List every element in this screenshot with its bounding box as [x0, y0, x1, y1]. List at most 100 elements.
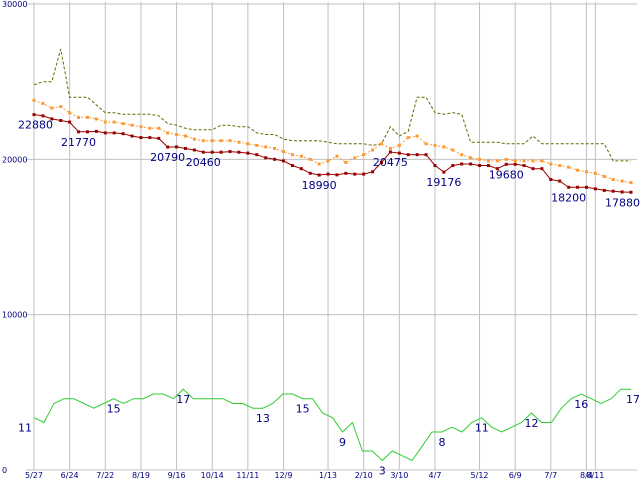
- close-point: [629, 190, 633, 194]
- close-point: [460, 162, 464, 166]
- x-tick-label: 6/9: [509, 471, 522, 480]
- average-point: [228, 139, 232, 143]
- data-label: 21770: [61, 136, 96, 149]
- average-point: [504, 157, 508, 161]
- average-point: [77, 115, 81, 119]
- data-label: 17: [626, 393, 640, 406]
- close-point: [371, 170, 375, 174]
- close-point: [335, 173, 339, 177]
- close-point: [388, 150, 392, 154]
- close-point: [121, 132, 125, 136]
- average-point: [192, 137, 196, 141]
- average-point: [362, 153, 366, 157]
- close-point: [228, 150, 232, 154]
- close-point: [183, 146, 187, 150]
- average-point: [406, 136, 410, 140]
- average-point: [121, 122, 125, 126]
- average-point: [584, 170, 588, 174]
- average-point: [317, 162, 321, 166]
- average-point: [255, 143, 259, 147]
- close-point: [451, 164, 455, 168]
- data-label: 11: [475, 422, 489, 435]
- close-point: [611, 189, 615, 193]
- average-point: [219, 139, 223, 143]
- average-point: [148, 126, 152, 130]
- close-point: [486, 164, 490, 168]
- average-line: [33, 99, 632, 184]
- close-point: [469, 162, 473, 166]
- average-point: [335, 154, 339, 158]
- average-point: [273, 146, 277, 150]
- y-tick-label: 30000: [2, 0, 27, 9]
- close-point: [290, 164, 294, 168]
- average-point: [68, 111, 72, 115]
- close-point: [380, 160, 384, 164]
- average-point: [353, 156, 357, 160]
- average-point: [344, 160, 348, 164]
- average-point: [558, 164, 562, 168]
- close-point: [32, 113, 36, 117]
- close-point: [237, 150, 241, 154]
- data-label: 18990: [302, 179, 337, 192]
- series-secondary: [33, 388, 631, 462]
- average-point: [299, 154, 303, 158]
- average-point: [237, 140, 241, 144]
- close-point: [531, 167, 535, 171]
- average-point: [424, 142, 428, 146]
- average-point: [264, 145, 268, 149]
- series-upper: [33, 48, 631, 162]
- x-tick-label: 2/10: [355, 471, 373, 480]
- close-point: [166, 145, 170, 149]
- average-point: [50, 106, 54, 110]
- x-tick-label: 7/7: [544, 471, 557, 480]
- close-point: [103, 131, 107, 135]
- average-point: [549, 162, 553, 166]
- average-point: [371, 148, 375, 152]
- average-point: [486, 159, 490, 163]
- data-label: 3: [379, 464, 386, 477]
- close-point: [620, 190, 624, 194]
- close-point: [201, 150, 205, 154]
- y-tick-label: 10000: [2, 311, 27, 320]
- average-point: [326, 159, 330, 163]
- average-point: [460, 153, 464, 157]
- data-label: 20460: [186, 156, 221, 169]
- x-tick-label: 9/16: [168, 471, 186, 480]
- average-point: [59, 105, 63, 109]
- x-tick-label: 1/13: [319, 471, 337, 480]
- close-point: [219, 150, 223, 154]
- grid: [26, 2, 637, 471]
- upper-line: [33, 48, 631, 162]
- x-tick-label: 7/22: [96, 471, 114, 480]
- x-tick-label: 4/7: [429, 471, 442, 480]
- close-point: [442, 170, 446, 174]
- average-point: [103, 120, 107, 124]
- average-point: [397, 143, 401, 147]
- close-point: [112, 131, 116, 135]
- x-tick-label: 11/11: [236, 471, 259, 480]
- average-point: [629, 181, 633, 185]
- close-point: [326, 172, 330, 176]
- close-point: [139, 136, 143, 140]
- average-point: [281, 150, 285, 154]
- close-point: [558, 179, 562, 183]
- data-label: 8: [438, 436, 445, 449]
- close-point: [59, 119, 63, 122]
- close-point: [593, 187, 597, 191]
- data-label: 16: [574, 398, 588, 411]
- data-label: 18200: [551, 191, 586, 204]
- x-tick-label: 6/24: [61, 471, 79, 480]
- close-point: [424, 153, 428, 157]
- average-point: [593, 171, 597, 175]
- data-label: 15: [296, 403, 310, 416]
- close-point: [495, 167, 499, 171]
- data-label: 11: [18, 422, 32, 435]
- average-point: [540, 159, 544, 163]
- average-point: [32, 98, 36, 102]
- series-average: [32, 98, 633, 185]
- data-labels: 22880 21770 20790 20460 18990 20475 19176 19680…: [18, 119, 640, 478]
- close-point: [77, 130, 81, 134]
- close-point: [308, 171, 312, 175]
- close-point: [68, 120, 72, 124]
- close-point: [540, 167, 544, 171]
